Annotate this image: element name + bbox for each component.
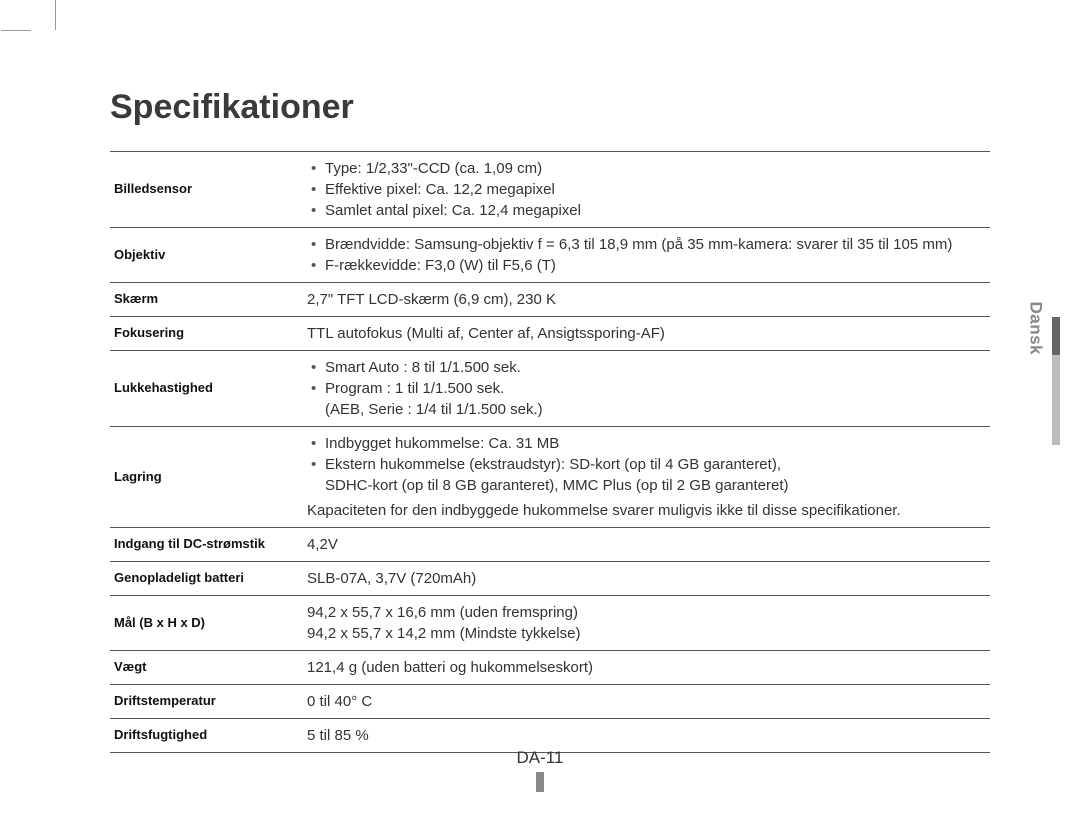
spec-value: 4,2V — [303, 528, 990, 562]
spec-label: Fokusering — [110, 317, 303, 351]
spec-label: Driftstemperatur — [110, 685, 303, 719]
spec-item: Brændvidde: Samsung-objektiv f = 6,3 til… — [325, 234, 986, 255]
spec-item: Program : 1 til 1/1.500 sek. (AEB, Serie… — [325, 378, 986, 420]
spec-label: Lagring — [110, 427, 303, 528]
spec-label: Lukkehastighed — [110, 351, 303, 427]
spec-label: Billedsensor — [110, 152, 303, 228]
side-tab-active-bar — [1052, 317, 1060, 355]
content-area: Specifikationer Billedsensor Type: 1/2,3… — [110, 88, 990, 753]
table-row: Skærm 2,7" TFT LCD-skærm (6,9 cm), 230 K — [110, 283, 990, 317]
table-row: Vægt 121,4 g (uden batteri og hukommelse… — [110, 651, 990, 685]
table-row: Lukkehastighed Smart Auto : 8 til 1/1.50… — [110, 351, 990, 427]
spec-value: TTL autofokus (Multi af, Center af, Ansi… — [303, 317, 990, 351]
spec-value: Type: 1/2,33"-CCD (ca. 1,09 cm) Effektiv… — [303, 152, 990, 228]
spec-value: Brændvidde: Samsung-objektiv f = 6,3 til… — [303, 228, 990, 283]
footer-tick — [536, 772, 544, 792]
side-tab-bar — [1052, 355, 1060, 445]
page-crop-marks — [55, 0, 1080, 30]
spec-item: Type: 1/2,33"-CCD (ca. 1,09 cm) — [325, 158, 986, 179]
spec-item: Ekstern hukommelse (ekstraudstyr): SD-ko… — [325, 454, 986, 496]
page-number: DA-11 — [517, 748, 564, 767]
spec-value: SLB-07A, 3,7V (720mAh) — [303, 562, 990, 596]
table-row: Genopladeligt batteri SLB-07A, 3,7V (720… — [110, 562, 990, 596]
spec-value: Smart Auto : 8 til 1/1.500 sek. Program … — [303, 351, 990, 427]
spec-value: 0 til 40° C — [303, 685, 990, 719]
spec-label: Indgang til DC-strømstik — [110, 528, 303, 562]
spec-label: Genopladeligt batteri — [110, 562, 303, 596]
spec-value: 94,2 x 55,7 x 16,6 mm (uden fremspring) … — [303, 596, 990, 651]
table-row: Driftstemperatur 0 til 40° C — [110, 685, 990, 719]
spec-value: 121,4 g (uden batteri og hukommelseskort… — [303, 651, 990, 685]
table-row: Objektiv Brændvidde: Samsung-objektiv f … — [110, 228, 990, 283]
side-tab-label: Dansk — [1026, 301, 1046, 355]
language-side-tab: Dansk — [1010, 355, 1060, 455]
spec-value: Indbygget hukommelse: Ca. 31 MB Ekstern … — [303, 427, 990, 528]
spec-label: Mål (B x H x D) — [110, 596, 303, 651]
spec-label: Skærm — [110, 283, 303, 317]
table-row: Lagring Indbygget hukommelse: Ca. 31 MB … — [110, 427, 990, 528]
table-row: Indgang til DC-strømstik 4,2V — [110, 528, 990, 562]
spec-item: Indbygget hukommelse: Ca. 31 MB — [325, 433, 986, 454]
table-row: Mål (B x H x D) 94,2 x 55,7 x 16,6 mm (u… — [110, 596, 990, 651]
specifications-table: Billedsensor Type: 1/2,33"-CCD (ca. 1,09… — [110, 151, 990, 753]
spec-item: Effektive pixel: Ca. 12,2 megapixel — [325, 179, 986, 200]
spec-item: Samlet antal pixel: Ca. 12,4 megapixel — [325, 200, 986, 221]
spec-label: Objektiv — [110, 228, 303, 283]
table-row: Billedsensor Type: 1/2,33"-CCD (ca. 1,09… — [110, 152, 990, 228]
spec-label: Vægt — [110, 651, 303, 685]
spec-item: Smart Auto : 8 til 1/1.500 sek. — [325, 357, 986, 378]
spec-value: 2,7" TFT LCD-skærm (6,9 cm), 230 K — [303, 283, 990, 317]
page-title: Specifikationer — [110, 88, 990, 127]
page-footer: DA-11 — [0, 748, 1080, 792]
table-row: Fokusering TTL autofokus (Multi af, Cent… — [110, 317, 990, 351]
spec-item: F-rækkevidde: F3,0 (W) til F5,6 (T) — [325, 255, 986, 276]
spec-note: Kapaciteten for den indbyggede hukommels… — [307, 500, 986, 521]
